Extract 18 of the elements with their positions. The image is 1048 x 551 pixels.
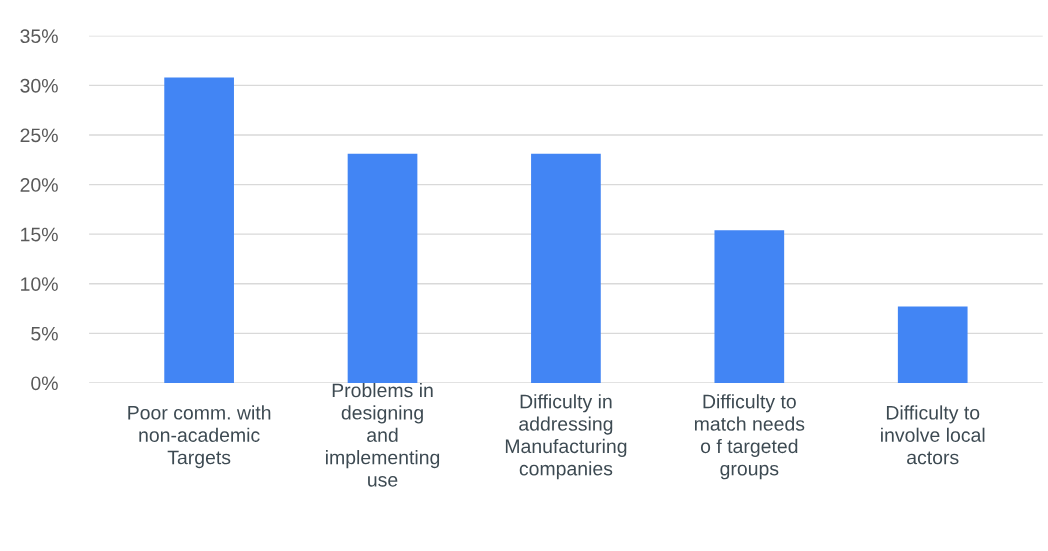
x-tick-label: Difficulty to involve local actors [881, 405, 985, 465]
x-tick-label: Difficulty in addressing Manufacturing companies [505, 394, 627, 480]
x-tick-label: Difficulty to match needs o f targeted groups [694, 394, 805, 480]
y-tick-label: 25% [20, 128, 58, 143]
y-tick-label: 15% [21, 227, 58, 242]
y-tick-label: 0% [31, 376, 58, 391]
y-tick-label: 5% [31, 326, 58, 341]
bar [714, 230, 785, 383]
x-tick-label: Problems in designing and implementing use [326, 382, 440, 487]
y-tick-label: 30% [20, 78, 58, 93]
y-tick-label: 10% [21, 277, 58, 291]
y-tick-label: 35% [20, 29, 58, 44]
bar [897, 306, 968, 383]
bar [164, 77, 234, 383]
bar [347, 153, 418, 383]
bar [531, 153, 601, 383]
y-tick-label: 20% [20, 178, 58, 192]
x-tick-label: Poor comm. with non-academic Targets [128, 405, 271, 469]
